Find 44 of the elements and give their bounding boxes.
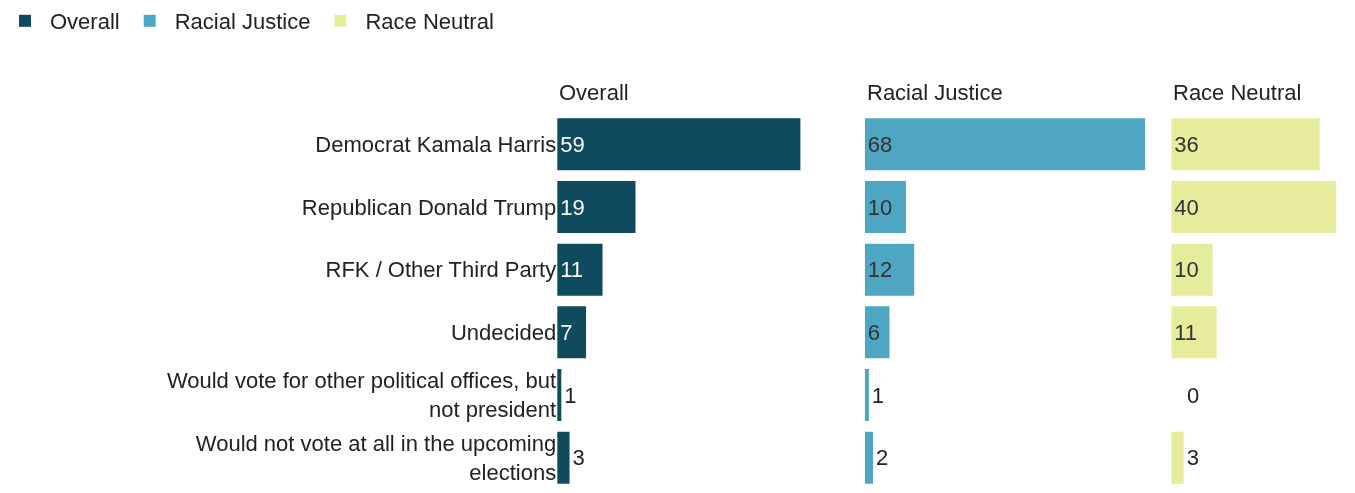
bar: [1171, 306, 1217, 359]
data-label: 10: [1174, 257, 1199, 283]
bar: [557, 118, 801, 171]
bar: [557, 180, 636, 234]
bar: [557, 431, 570, 484]
data-label: 11: [560, 257, 584, 283]
y-tick-label: Would vote for other political offices, but not president: [166, 368, 557, 422]
data-label: 3: [1186, 445, 1199, 471]
bar: [1171, 431, 1184, 484]
bar: [864, 243, 915, 296]
bar: [1171, 180, 1337, 234]
y-tick-label: RFK / Other Third Party: [325, 257, 557, 283]
legend-label: Race Neutral: [365, 9, 494, 35]
bar: [864, 431, 873, 484]
y-tick-label: Republican Donald Trump: [301, 194, 557, 220]
bar: [1171, 118, 1320, 171]
data-label: 36: [1174, 131, 1199, 157]
legend-label: Racial Justice: [174, 9, 311, 35]
data-label: 1: [564, 382, 577, 408]
data-label: 68: [867, 131, 893, 157]
y-tick-label: Undecided: [450, 320, 557, 346]
data-label: 2: [875, 445, 889, 471]
data-label: 11: [1174, 319, 1198, 345]
bar: [864, 368, 869, 422]
legend-label: Overall: [50, 9, 120, 35]
data-label: 59: [560, 131, 585, 157]
data-label: 19: [560, 194, 585, 220]
data-label: 12: [867, 257, 893, 283]
y-tick-label: Democrat Kamala Harris: [315, 132, 557, 158]
data-label: 7: [560, 319, 573, 345]
data-label: 10: [867, 194, 893, 220]
chart-title: Race Neutral: [1173, 80, 1302, 105]
data-label: 40: [1174, 194, 1199, 220]
bar: [557, 306, 587, 359]
bar: [864, 180, 906, 234]
data-label: 1: [871, 382, 885, 408]
bar: [557, 243, 603, 296]
data-label: 0: [1187, 383, 1200, 408]
data-label: 3: [572, 445, 585, 471]
chart-title: Overall: [559, 80, 629, 105]
y-tick-label: Would not vote at all in the upcoming elections: [195, 431, 557, 485]
data-label: 6: [867, 319, 880, 345]
chart-title: Racial Justice: [867, 80, 1003, 105]
bar: [864, 118, 1146, 171]
